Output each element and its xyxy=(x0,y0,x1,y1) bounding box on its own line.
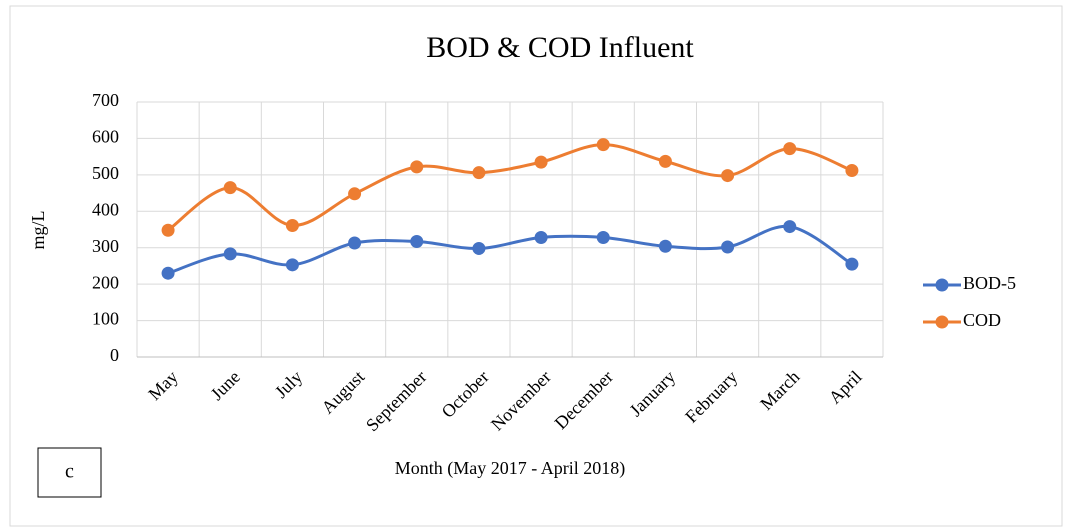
data-point xyxy=(161,266,175,280)
data-point xyxy=(721,169,735,183)
y-axis-label: mg/L xyxy=(28,211,48,250)
data-point xyxy=(410,235,424,249)
data-point xyxy=(472,241,486,255)
data-point xyxy=(845,257,859,271)
y-tick-label: 200 xyxy=(92,272,119,292)
data-point xyxy=(596,138,610,152)
data-point xyxy=(223,181,237,195)
data-point xyxy=(534,155,548,169)
data-point xyxy=(285,218,299,232)
series-line xyxy=(167,224,853,275)
x-axis-label: Month (May 2017 - April 2018) xyxy=(395,458,625,479)
y-tick-label: 600 xyxy=(92,127,119,147)
annotation-box xyxy=(37,447,102,498)
data-point xyxy=(596,231,610,245)
data-point xyxy=(410,160,424,174)
data-point xyxy=(534,231,548,245)
annotation: c xyxy=(65,461,74,483)
data-point xyxy=(285,258,299,272)
legend-label: COD xyxy=(963,310,1001,330)
data-point xyxy=(223,247,237,261)
data-point xyxy=(658,239,672,253)
legend-marker xyxy=(935,315,949,329)
legend-label: BOD-5 xyxy=(963,273,1016,293)
chart-title: BOD & COD Influent xyxy=(426,31,694,64)
y-tick-label: 300 xyxy=(92,236,119,256)
data-point xyxy=(348,236,362,250)
data-point xyxy=(845,163,859,177)
data-point xyxy=(721,240,735,254)
y-tick-label: 700 xyxy=(92,90,119,110)
legend-marker xyxy=(935,278,949,292)
data-point xyxy=(783,142,797,156)
y-tick-label: 100 xyxy=(92,309,119,329)
chart-border xyxy=(9,5,1063,527)
y-tick-label: 500 xyxy=(92,163,119,183)
data-point xyxy=(783,220,797,234)
y-tick-label: 0 xyxy=(110,345,119,365)
y-tick-label: 400 xyxy=(92,199,119,219)
data-point xyxy=(161,223,175,237)
data-point xyxy=(348,187,362,201)
data-point xyxy=(658,154,672,168)
data-point xyxy=(472,166,486,180)
